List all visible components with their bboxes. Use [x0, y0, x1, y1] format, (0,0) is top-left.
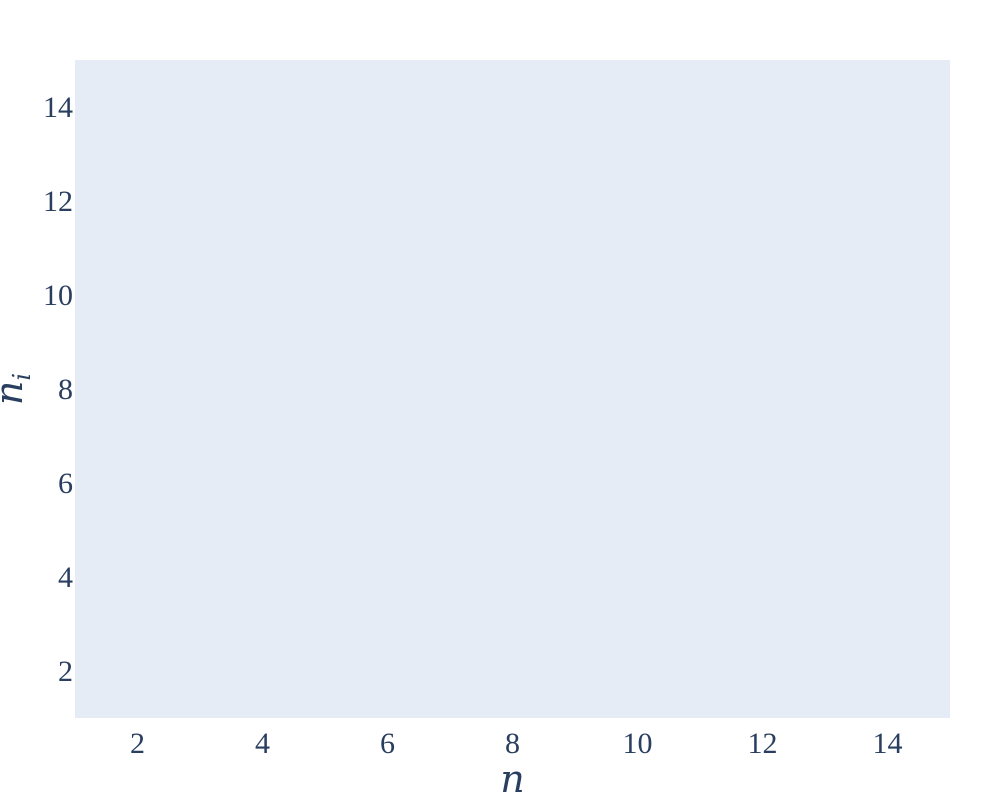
x-axis-title: n [500, 757, 524, 800]
x-tick-label: 2 [130, 727, 145, 760]
x-tick-label: 8 [505, 727, 520, 760]
y-tick-label: 10 [43, 279, 73, 312]
x-axis-ticks: 2 4 6 8 10 12 14 [130, 727, 903, 760]
y-tick-label: 8 [58, 373, 73, 406]
x-tick-label: 4 [255, 727, 270, 760]
y-tick-label: 6 [58, 467, 73, 500]
x-tick-label: 10 [623, 727, 653, 760]
y-tick-label: 4 [58, 561, 73, 594]
y-tick-label: 12 [43, 185, 73, 218]
x-tick-label: 14 [873, 727, 903, 760]
y-axis-title-main: n [0, 381, 31, 405]
y-axis-title-subscript: i [8, 373, 36, 381]
plot-area [75, 60, 950, 718]
y-tick-label: 14 [43, 91, 73, 124]
x-tick-label: 12 [748, 727, 778, 760]
y-axis-ticks: 2 4 6 8 10 12 14 [43, 91, 73, 688]
x-tick-label: 6 [380, 727, 395, 760]
y-axis-title: ni [0, 373, 36, 405]
y-tick-label: 2 [58, 655, 73, 688]
